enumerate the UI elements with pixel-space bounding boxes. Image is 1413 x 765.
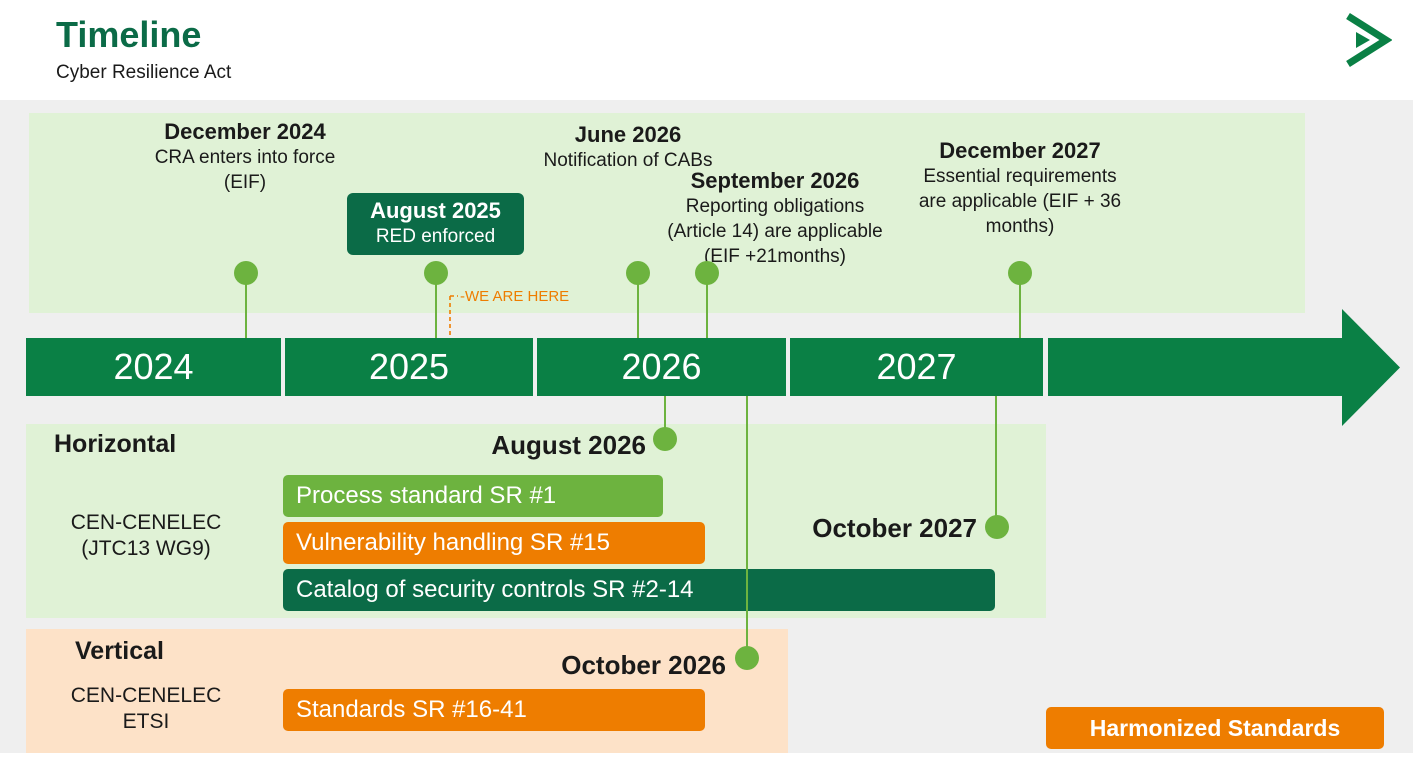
milestone-date: December 2027	[939, 138, 1101, 163]
bar-security-controls: Catalog of security controls SR #2-14	[283, 569, 995, 611]
year-2027: 2027	[790, 338, 1043, 396]
horizontal-heading: Horizontal	[54, 430, 177, 458]
milestone-dot	[695, 261, 719, 285]
vertical-heading: Vertical	[75, 637, 164, 665]
bar-vertical-standards: Standards SR #16-41	[283, 689, 705, 731]
we-are-here-marker	[449, 295, 458, 338]
horizontal-org: CEN-CENELEC (JTC13 WG9)	[46, 510, 246, 562]
milestone-connector	[245, 272, 247, 338]
milestone-desc: are applicable (EIF + 36	[918, 191, 1122, 212]
oct-2027-label: October 2027	[812, 513, 977, 543]
milestone-desc: Reporting obligations	[685, 196, 865, 217]
milestone-dot	[424, 261, 448, 285]
milestone-date: December 2024	[164, 119, 326, 144]
vertical-org: CEN-CENELEC ETSI	[46, 683, 246, 735]
oct-2027-dot	[985, 515, 1009, 539]
milestone-date: August 2025	[370, 198, 501, 223]
org-name: CEN-CENELEC	[70, 684, 222, 707]
year-2025: 2025	[285, 338, 533, 396]
oct-2026-dot	[735, 646, 759, 670]
aug-2026-label: August 2026	[491, 430, 646, 460]
year-2026: 2026	[537, 338, 786, 396]
year-2024: 2024	[26, 338, 281, 396]
milestone-desc: months)	[985, 216, 1055, 237]
brand-logo-icon	[1346, 13, 1392, 67]
milestone-date: June 2026	[574, 122, 682, 147]
milestone-dec-2027: December 2027 Essential requirements are…	[890, 137, 1150, 239]
oct-2026-label: October 2026	[561, 650, 726, 680]
page-title: Timeline	[56, 14, 202, 55]
milestone-aug-2025: August 2025 RED enforced	[347, 193, 524, 255]
oct-2026-connector	[746, 396, 748, 658]
milestone-connector	[637, 272, 639, 338]
milestone-desc: Essential requirements	[923, 166, 1117, 187]
page-subtitle: Cyber Resilience Act	[56, 62, 232, 83]
milestone-desc: Notification of CABs	[543, 150, 713, 171]
milestone-desc: RED enforced	[375, 226, 496, 247]
milestone-sep-2026: September 2026 Reporting obligations (Ar…	[640, 167, 910, 269]
org-group: ETSI	[122, 710, 170, 733]
milestone-dot	[234, 261, 258, 285]
timeline-arrowhead-icon	[1342, 309, 1400, 426]
milestone-desc: CRA enters into force	[154, 147, 336, 168]
milestone-date: September 2026	[690, 168, 860, 193]
milestone-dec-2024: December 2024 CRA enters into force (EIF…	[100, 118, 390, 195]
milestone-jun-2026: June 2026 Notification of CABs	[498, 121, 758, 173]
milestone-desc: (Article 14) are applicable	[667, 221, 883, 242]
timeline-extension	[1048, 338, 1343, 396]
we-are-here-label: -WE ARE HERE	[460, 288, 570, 305]
milestone-connector	[435, 272, 437, 338]
org-group: (JTC13 WG9)	[81, 537, 211, 560]
milestone-desc: (EIF)	[223, 172, 267, 193]
org-name: CEN-CENELEC	[70, 511, 222, 534]
milestone-connector	[1019, 272, 1021, 338]
aug-2026-dot	[653, 427, 677, 451]
legend-harmonized-standards: Harmonized Standards	[1046, 707, 1384, 749]
bar-process-standard: Process standard SR #1	[283, 475, 663, 517]
milestone-desc: (EIF +21months)	[703, 246, 847, 267]
milestone-connector	[706, 272, 708, 338]
bar-vulnerability-handling: Vulnerability handling SR #15	[283, 522, 705, 564]
aug-2026-connector	[664, 396, 666, 438]
milestone-dot	[1008, 261, 1032, 285]
oct-2027-connector	[995, 396, 997, 526]
milestone-dot	[626, 261, 650, 285]
